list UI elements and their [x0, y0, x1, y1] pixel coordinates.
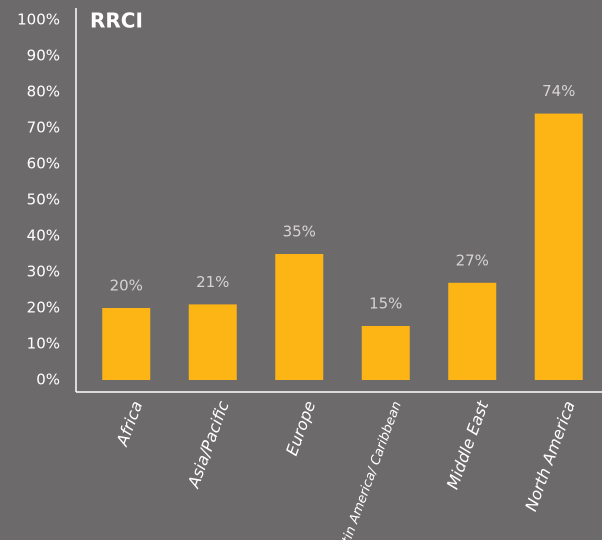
- y-tick-label: 100%: [17, 11, 60, 29]
- y-tick-label: 90%: [27, 47, 60, 65]
- bar: [448, 282, 497, 380]
- y-tick-label: 60%: [27, 155, 60, 173]
- bar: [361, 326, 410, 380]
- bar: [534, 113, 583, 380]
- chart-title: RRCI: [90, 9, 143, 33]
- y-tick-label: 70%: [27, 119, 60, 137]
- bar: [188, 304, 237, 380]
- y-tick-label: 10%: [27, 335, 60, 353]
- value-label: 20%: [110, 277, 143, 295]
- y-tick-label: 40%: [27, 227, 60, 245]
- value-label: 74%: [542, 82, 575, 100]
- y-tick-label: 0%: [36, 371, 60, 389]
- y-tick-label: 50%: [27, 191, 60, 209]
- y-tick-label: 30%: [27, 263, 60, 281]
- y-tick-label: 20%: [27, 299, 60, 317]
- value-label: 21%: [196, 273, 229, 291]
- bar: [102, 308, 151, 380]
- value-label: 15%: [369, 295, 402, 313]
- value-label: 27%: [456, 251, 489, 269]
- bar: [275, 254, 324, 380]
- value-label: 35%: [283, 223, 316, 241]
- y-tick-label: 80%: [27, 83, 60, 101]
